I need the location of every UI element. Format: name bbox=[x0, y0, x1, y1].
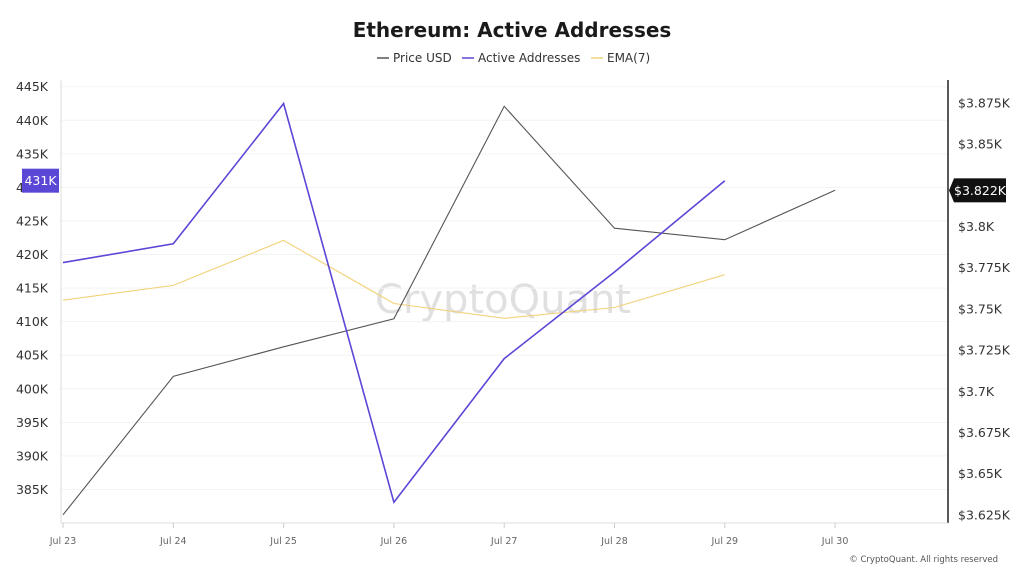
y-right-tick-label: $3.7K bbox=[958, 384, 995, 399]
y-left-tick-label: 445K bbox=[16, 79, 49, 94]
y-left-tick-label: 410K bbox=[16, 314, 49, 329]
x-tick-label: Jul 27 bbox=[490, 536, 518, 547]
y-right-tick-label: $3.8K bbox=[958, 219, 995, 234]
x-axis-labels: Jul 23 Jul 24 Jul 25 Jul 26 Jul 27 Jul 28 Jul … bbox=[49, 523, 849, 547]
grid bbox=[61, 86, 948, 490]
badge-right-bg bbox=[954, 178, 1006, 203]
x-tick-label: Jul 29 bbox=[711, 536, 739, 547]
y-left-tick-label: 400K bbox=[16, 381, 49, 396]
x-tick-label: Jul 30 bbox=[821, 536, 849, 547]
series-line-active-addresses bbox=[62, 101, 726, 504]
y-axis-right-labels: $3.625K $3.65K $3.675K $3.7K $3.725K $3.75K $3… bbox=[958, 96, 1011, 523]
y-axis-left-labels: 385K390K395K400K405K410K415K420K425K430K… bbox=[16, 79, 49, 497]
x-tick-label: Jul 26 bbox=[380, 536, 408, 547]
y-left-tick-label: 415K bbox=[16, 281, 49, 296]
y-right-tick-label: $3.675K bbox=[958, 425, 1011, 440]
footer-copyright: © CryptoQuant. All rights reserved bbox=[849, 555, 998, 565]
badge-left-bg bbox=[22, 168, 59, 193]
x-tick-label: Jul 23 bbox=[49, 536, 77, 547]
legend: Price USD Active Addresses EMA(7) bbox=[377, 51, 650, 65]
series-lines bbox=[62, 101, 836, 516]
watermark: CryptoQuant bbox=[375, 277, 631, 323]
x-tick-label: Jul 28 bbox=[600, 536, 628, 547]
series-line-ema-7 bbox=[62, 239, 725, 319]
y-right-tick-label: $3.875K bbox=[958, 96, 1011, 111]
series-line-price-usd bbox=[62, 105, 836, 516]
legend-item-2[interactable]: EMA(7) bbox=[607, 51, 650, 65]
badge-right-pointer bbox=[949, 178, 954, 203]
badge-left-value: 431K bbox=[24, 173, 57, 188]
y-left-tick-label: 425K bbox=[16, 213, 49, 228]
y-right-tick-label: $3.65K bbox=[958, 466, 1003, 481]
y-left-tick-label: 405K bbox=[16, 348, 49, 363]
y-left-tick-label: 420K bbox=[16, 247, 49, 262]
legend-item-1[interactable]: Active Addresses bbox=[478, 51, 580, 65]
x-tick-label: Jul 24 bbox=[159, 536, 187, 547]
y-right-tick-label: $3.625K bbox=[958, 507, 1011, 522]
y-left-tick-label: 390K bbox=[16, 448, 49, 463]
y-left-tick-label: 440K bbox=[16, 113, 49, 128]
x-tick-label: Jul 25 bbox=[269, 536, 297, 547]
y-left-tick-label: 385K bbox=[16, 482, 49, 497]
y-right-tick-label: $3.85K bbox=[958, 137, 1003, 152]
y-right-tick-label: $3.75K bbox=[958, 301, 1003, 316]
y-right-tick-label: $3.725K bbox=[958, 343, 1011, 358]
badge-right-value: $3.822K bbox=[954, 183, 1007, 198]
legend-item-0[interactable]: Price USD bbox=[393, 51, 452, 65]
y-left-tick-label: 395K bbox=[16, 415, 49, 430]
current-value-badges: 431K $3.822K bbox=[22, 168, 1007, 203]
y-left-tick-label: 435K bbox=[16, 146, 49, 161]
y-right-tick-label: $3.775K bbox=[958, 260, 1011, 275]
chart-title: Ethereum: Active Addresses bbox=[353, 18, 672, 42]
